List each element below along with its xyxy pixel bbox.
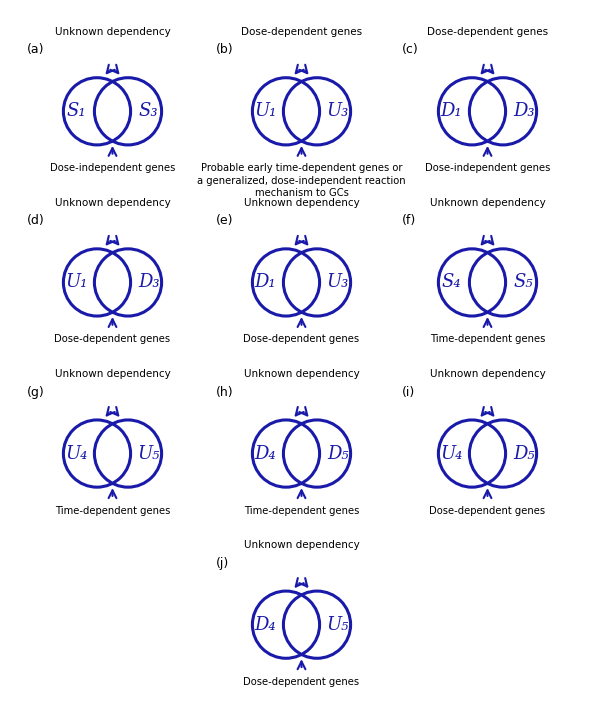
Text: D₁: D₁ [254,274,276,292]
Text: Dose-dependent genes: Dose-dependent genes [55,334,170,344]
Text: Unknown dependency: Unknown dependency [55,369,170,379]
Text: D₄: D₄ [254,445,276,463]
Text: U₁: U₁ [254,103,277,120]
Text: Dose-dependent genes: Dose-dependent genes [241,27,362,37]
Text: D₅: D₅ [327,445,349,463]
Text: (b): (b) [216,43,233,56]
Text: Time-dependent genes: Time-dependent genes [55,506,170,515]
Text: Unknown dependency: Unknown dependency [55,27,170,37]
Text: Dose-dependent genes: Dose-dependent genes [244,334,359,344]
Text: U₅: U₅ [326,616,349,634]
Text: D₃: D₃ [138,274,160,292]
Text: U₃: U₃ [326,103,349,120]
Text: (g): (g) [27,386,45,399]
Text: S₅: S₅ [514,274,533,292]
Text: Unknown dependency: Unknown dependency [430,198,545,208]
Text: Dose-independent genes: Dose-independent genes [50,163,175,173]
Text: U₄: U₄ [440,445,463,463]
Text: Unknown dependency: Unknown dependency [244,198,359,208]
Text: (c): (c) [402,43,419,56]
Text: Probable early time-dependent genes or
a generalized, dose-independent reaction
: Probable early time-dependent genes or a… [197,163,406,198]
Text: S₄: S₄ [442,274,461,292]
Text: U₁: U₁ [65,274,88,292]
Text: D₄: D₄ [254,616,276,634]
Text: S₁: S₁ [67,103,86,120]
Text: D₁: D₁ [440,103,462,120]
Text: (f): (f) [402,215,416,227]
Text: Time-dependent genes: Time-dependent genes [244,506,359,515]
Text: Unknown dependency: Unknown dependency [55,198,170,208]
Text: S₃: S₃ [139,103,158,120]
Text: Unknown dependency: Unknown dependency [244,540,359,550]
Text: (j): (j) [216,557,229,570]
Text: (d): (d) [27,215,45,227]
Text: U₃: U₃ [326,274,349,292]
Text: (i): (i) [402,386,415,399]
Text: (e): (e) [216,215,233,227]
Text: Dose-dependent genes: Dose-dependent genes [244,677,359,687]
Text: (h): (h) [216,386,233,399]
Text: D₃: D₃ [513,103,535,120]
Text: D₅: D₅ [513,445,535,463]
Text: Unknown dependency: Unknown dependency [244,369,359,379]
Text: U₄: U₄ [65,445,88,463]
Text: (a): (a) [27,43,44,56]
Text: Dose-dependent genes: Dose-dependent genes [427,27,548,37]
Text: U₅: U₅ [137,445,160,463]
Text: Time-dependent genes: Time-dependent genes [430,334,545,344]
Text: Unknown dependency: Unknown dependency [430,369,545,379]
Text: Dose-dependent genes: Dose-dependent genes [430,506,545,515]
Text: Dose-independent genes: Dose-independent genes [425,163,550,173]
